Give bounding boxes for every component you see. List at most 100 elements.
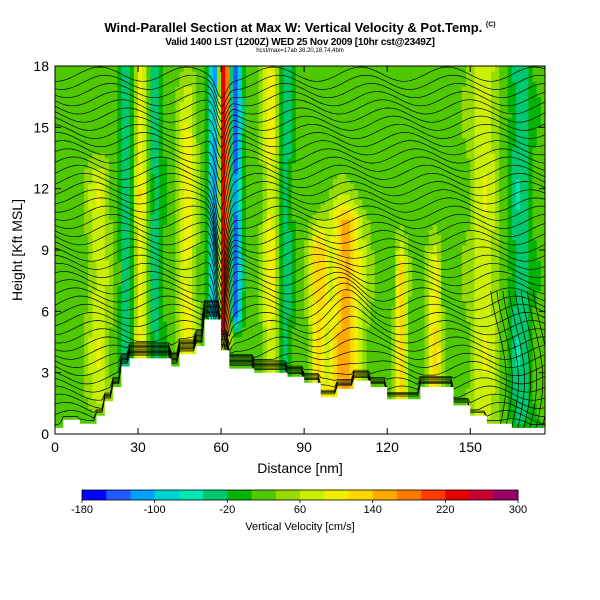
velocity-cell bbox=[320, 388, 326, 394]
velocity-cell bbox=[175, 342, 181, 348]
velocity-cell bbox=[158, 76, 164, 82]
velocity-cell bbox=[221, 311, 226, 318]
velocity-cell bbox=[133, 290, 139, 297]
velocity-cell bbox=[175, 265, 181, 272]
velocity-cell bbox=[258, 306, 264, 312]
velocity-cell bbox=[183, 183, 189, 190]
velocity-cell bbox=[187, 137, 193, 144]
velocity-cell bbox=[266, 137, 272, 144]
velocity-cell bbox=[216, 86, 222, 93]
velocity-cell bbox=[71, 132, 77, 139]
velocity-cell bbox=[71, 183, 77, 190]
velocity-cell bbox=[337, 188, 343, 195]
velocity-cell bbox=[79, 265, 85, 272]
velocity-cell bbox=[71, 250, 77, 256]
velocity-cell bbox=[108, 331, 114, 338]
velocity-cell bbox=[55, 219, 60, 226]
velocity-cell bbox=[225, 301, 231, 307]
velocity-cell bbox=[96, 265, 102, 272]
velocity-cell bbox=[283, 285, 289, 292]
velocity-cell bbox=[88, 290, 93, 297]
velocity-cell bbox=[154, 336, 160, 343]
velocity-cell bbox=[63, 112, 69, 118]
velocity-cell bbox=[88, 388, 93, 394]
velocity-cell bbox=[192, 214, 197, 220]
velocity-cell bbox=[92, 311, 98, 318]
velocity-cell bbox=[237, 296, 243, 302]
velocity-cell bbox=[63, 377, 69, 384]
velocity-cell bbox=[192, 101, 197, 108]
velocity-cell bbox=[79, 214, 85, 220]
velocity-cell bbox=[258, 137, 264, 144]
velocity-cell bbox=[133, 76, 139, 82]
velocity-cell bbox=[84, 173, 89, 180]
velocity-cell bbox=[108, 357, 114, 364]
velocity-cell bbox=[167, 96, 172, 103]
velocity-cell bbox=[312, 326, 318, 333]
velocity-cell bbox=[96, 173, 102, 180]
velocity-cell bbox=[241, 224, 247, 231]
velocity-cell bbox=[304, 357, 309, 364]
velocity-cell bbox=[75, 347, 81, 353]
velocity-cell bbox=[154, 326, 160, 333]
velocity-cell bbox=[71, 209, 77, 215]
velocity-cell bbox=[142, 193, 147, 200]
velocity-cell bbox=[100, 86, 106, 93]
velocity-cell bbox=[113, 163, 118, 169]
velocity-cell bbox=[167, 331, 172, 338]
velocity-cell bbox=[233, 188, 239, 195]
velocity-cell bbox=[92, 347, 98, 353]
velocity-cell bbox=[59, 331, 64, 338]
velocity-cell bbox=[320, 301, 326, 307]
velocity-cell bbox=[237, 183, 243, 190]
velocity-cell bbox=[55, 280, 60, 287]
velocity-cell bbox=[63, 382, 69, 389]
velocity-cell bbox=[121, 71, 127, 77]
velocity-cell bbox=[291, 280, 297, 287]
velocity-cell bbox=[179, 96, 185, 103]
velocity-cell bbox=[113, 367, 118, 374]
velocity-cell bbox=[308, 342, 314, 348]
velocity-cell bbox=[183, 326, 189, 333]
velocity-cell bbox=[212, 106, 218, 113]
velocity-cell bbox=[175, 173, 181, 180]
velocity-cell bbox=[324, 96, 330, 103]
velocity-cell bbox=[117, 342, 123, 348]
velocity-cell bbox=[221, 296, 226, 302]
velocity-cell bbox=[225, 255, 231, 261]
velocity-cell bbox=[324, 183, 330, 190]
velocity-cell bbox=[100, 147, 106, 154]
velocity-cell bbox=[320, 193, 326, 200]
velocity-cell bbox=[158, 147, 164, 154]
velocity-cell bbox=[171, 117, 177, 123]
velocity-cell bbox=[79, 357, 85, 364]
velocity-cell bbox=[233, 71, 239, 77]
velocity-cell bbox=[275, 122, 280, 128]
velocity-cell bbox=[158, 224, 164, 231]
velocity-cell bbox=[300, 204, 305, 210]
velocity-cell bbox=[324, 265, 330, 272]
velocity-cell bbox=[258, 229, 264, 236]
velocity-cell bbox=[138, 152, 143, 159]
velocity-cell bbox=[225, 112, 231, 118]
velocity-cell bbox=[304, 290, 309, 297]
velocity-cell bbox=[241, 260, 247, 266]
velocity-cell bbox=[221, 265, 226, 272]
velocity-cell bbox=[287, 214, 293, 220]
velocity-cell bbox=[200, 244, 206, 251]
velocity-cell bbox=[162, 250, 168, 256]
velocity-cell bbox=[129, 152, 135, 159]
velocity-cell bbox=[75, 388, 81, 394]
velocity-cell bbox=[270, 316, 276, 323]
velocity-cell bbox=[291, 101, 297, 108]
velocity-cell bbox=[100, 76, 106, 82]
velocity-cell bbox=[154, 122, 160, 128]
velocity-cell bbox=[283, 137, 289, 144]
velocity-cell bbox=[71, 224, 77, 231]
velocity-cell bbox=[291, 214, 297, 220]
velocity-cell bbox=[316, 290, 322, 297]
velocity-cell bbox=[337, 214, 343, 220]
velocity-cell bbox=[241, 204, 247, 210]
velocity-cell bbox=[275, 204, 280, 210]
velocity-cell bbox=[254, 301, 260, 307]
